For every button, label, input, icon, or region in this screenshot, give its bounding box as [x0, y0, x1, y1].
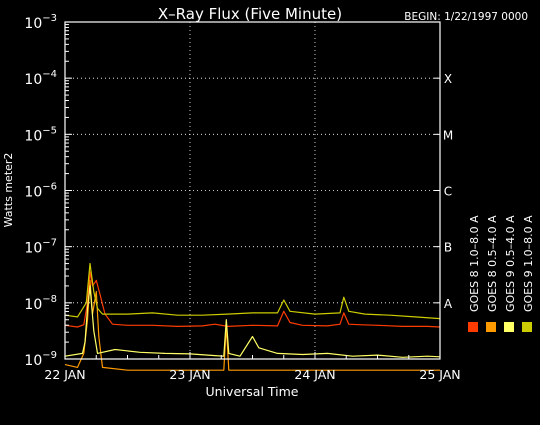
series-line [64, 279, 440, 371]
legend-item: GOES 8 0.5–4.0 A [486, 215, 499, 332]
svg-text:Watts meter2: Watts meter2 [2, 153, 15, 228]
y-tick-base: 10 [24, 185, 42, 201]
series-line [64, 271, 441, 328]
flare-class-label: A [444, 297, 453, 311]
legend-item: GOES 9 1.0–8.0 A [522, 215, 535, 332]
y-tick-base: 10 [24, 72, 42, 88]
y-tick-power: −8 [42, 294, 57, 305]
y-tick-power: −7 [42, 238, 57, 249]
y-tick-base: 10 [24, 353, 42, 369]
y-axis-label-exponent: 2 [2, 153, 15, 160]
y-tick-label: 10−4 [24, 69, 57, 88]
y-tick-label: 10−7 [24, 238, 57, 257]
flare-class-label: C [444, 185, 452, 199]
flare-class-label: X [444, 72, 452, 86]
y-tick-label: 10−3 [24, 13, 57, 32]
y-tick-base: 10 [24, 128, 42, 144]
grid [65, 22, 440, 359]
ticks [64, 21, 441, 360]
y-axis-label-text: Watts meter [2, 159, 15, 227]
legend-label: GOES 8 0.5–4.0 A [486, 215, 499, 312]
y-tick-label: 10−9 [24, 350, 57, 369]
x-axis-label: Universal Time [206, 384, 299, 399]
legend-label: GOES 9 0.5–4.0 A [504, 215, 517, 312]
chart-title: X–Ray Flux (Five Minute) [158, 5, 342, 23]
legend: GOES 8 1.0–8.0 A GOES 8 0.5–4.0 A GOES 9 0… [468, 215, 535, 332]
legend-item: GOES 8 1.0–8.0 A [468, 215, 481, 332]
x-tick-labels: 22 JAN 23 JAN 24 JAN 25 JAN [44, 367, 460, 382]
series-lines [64, 262, 441, 371]
y-tick-power: −3 [42, 13, 57, 24]
y-tick-power: −9 [42, 350, 57, 361]
flare-class-label: M [443, 128, 453, 142]
legend-swatch [486, 322, 496, 332]
y-tick-power: −6 [42, 182, 57, 193]
y-tick-base: 10 [24, 16, 42, 32]
y-tick-power: −4 [42, 69, 57, 80]
y-tick-label: 10−6 [24, 182, 57, 201]
series-line [64, 285, 441, 358]
y-tick-label: 10−5 [24, 125, 57, 144]
legend-item: GOES 9 0.5–4.0 A [504, 215, 517, 332]
legend-swatch [468, 322, 478, 332]
x-tick-label: 25 JAN [419, 367, 460, 382]
flare-class-label: B [444, 241, 452, 255]
series-line [64, 262, 441, 320]
begin-label: BEGIN: 1/22/1997 0000 [404, 11, 528, 23]
legend-label: GOES 8 1.0–8.0 A [468, 215, 481, 312]
y-tick-labels: 10−910−810−710−610−510−410−3 [24, 13, 57, 369]
legend-label: GOES 9 1.0–8.0 A [522, 215, 535, 312]
legend-swatch [522, 322, 532, 332]
x-tick-label: 23 JAN [169, 367, 210, 382]
x-tick-label: 22 JAN [44, 367, 85, 382]
y-tick-label: 10−8 [24, 294, 57, 313]
y-tick-power: −5 [42, 125, 57, 136]
y-axis-label: Watts meter2 [2, 153, 15, 228]
legend-swatch [504, 322, 514, 332]
y-tick-base: 10 [24, 297, 42, 313]
x-tick-label: 24 JAN [294, 367, 335, 382]
flare-class-labels: A B C M X [443, 72, 453, 311]
y-tick-base: 10 [24, 241, 42, 257]
